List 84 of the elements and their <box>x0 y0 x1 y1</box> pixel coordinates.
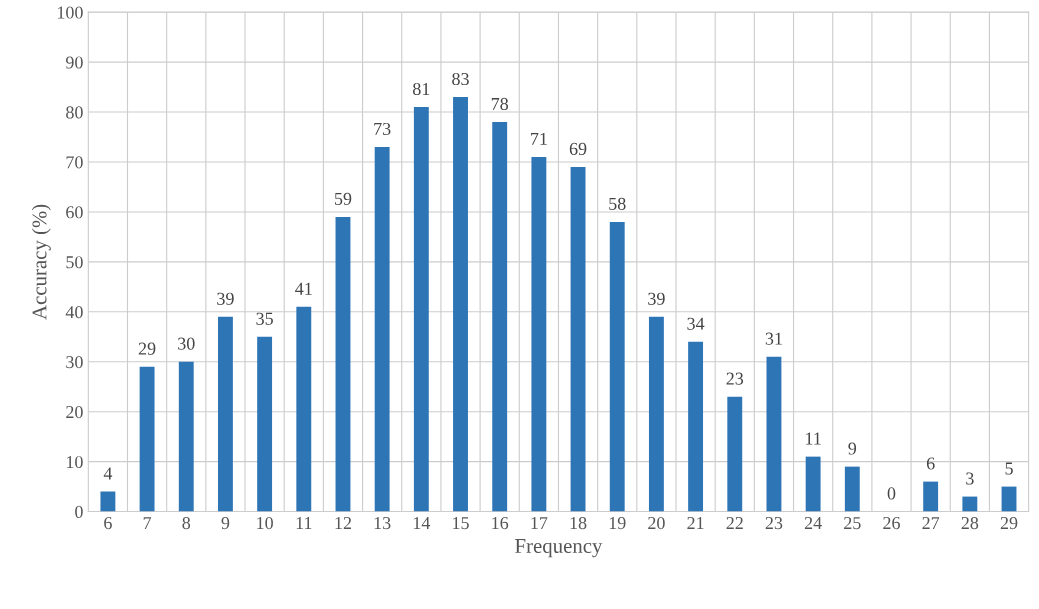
y-tick-label: 40 <box>65 306 83 319</box>
data-label: 31 <box>765 332 782 345</box>
data-label: 41 <box>295 282 312 295</box>
x-tick-label: 10 <box>257 516 273 530</box>
data-label: 58 <box>609 197 626 210</box>
data-label: 59 <box>335 192 352 205</box>
bar <box>648 316 664 512</box>
x-tick-label: 20 <box>648 516 665 530</box>
data-label: 6 <box>926 457 935 470</box>
data-label: 39 <box>648 292 665 305</box>
bar <box>727 396 743 512</box>
x-tick-label: 15 <box>453 517 469 530</box>
x-tick-label: 12 <box>335 516 352 529</box>
data-label: 78 <box>491 97 509 111</box>
y-tick-label: 50 <box>66 256 83 269</box>
x-tick-label: 23 <box>765 516 783 530</box>
data-label: 0 <box>887 487 896 500</box>
data-label: 34 <box>687 317 705 330</box>
y-tick-label: 70 <box>66 156 83 169</box>
x-tick-label: 14 <box>413 517 431 529</box>
bar <box>257 336 273 512</box>
x-tick-label: 26 <box>883 516 900 530</box>
x-tick-label: 7 <box>143 517 152 529</box>
bar <box>413 107 429 512</box>
data-label: 39 <box>217 292 234 305</box>
x-tick-label: 22 <box>726 516 743 529</box>
bar <box>335 216 351 512</box>
x-axis-title: Frequency <box>515 539 603 558</box>
x-tick-label: 29 <box>1000 516 1018 530</box>
data-label: 11 <box>806 432 821 445</box>
x-tick-label: 19 <box>609 516 626 530</box>
bar <box>139 366 155 512</box>
bar <box>805 456 821 512</box>
x-tick-label: 6 <box>104 516 112 530</box>
y-tick-label: 90 <box>65 56 83 69</box>
bar <box>766 356 782 512</box>
y-tick-label: 100 <box>57 6 83 19</box>
data-label: 3 <box>966 472 974 485</box>
x-tick-label: 25 <box>844 516 861 530</box>
bar <box>962 496 978 512</box>
x-tick-label: 21 <box>687 516 704 529</box>
y-tick-label: 60 <box>66 206 83 219</box>
bar <box>688 341 704 512</box>
y-tick-label: 80 <box>66 106 83 119</box>
bar <box>1001 486 1017 512</box>
bar <box>296 306 312 512</box>
bar <box>609 221 625 512</box>
data-label: 73 <box>374 122 391 136</box>
bar <box>570 166 586 512</box>
data-label: 23 <box>726 372 744 385</box>
bar <box>844 466 860 512</box>
y-tick-label: 30 <box>66 356 83 369</box>
y-tick-label: 0 <box>75 505 83 518</box>
data-label: 69 <box>569 142 587 155</box>
x-tick-label: 24 <box>804 516 822 529</box>
data-label: 4 <box>103 467 113 480</box>
data-label: 30 <box>178 337 195 350</box>
data-label: 35 <box>256 312 273 325</box>
data-label: 29 <box>138 342 156 355</box>
x-tick-label: 13 <box>374 516 391 530</box>
bar <box>374 147 390 512</box>
data-label: 71 <box>531 132 547 145</box>
bar <box>453 97 468 512</box>
y-axis-title: Accuracy (%) <box>31 204 51 320</box>
bar <box>178 361 194 512</box>
y-tick-label: 20 <box>66 405 83 419</box>
data-label: 83 <box>452 72 469 86</box>
y-tick-label: 10 <box>66 455 83 469</box>
bar <box>218 316 233 512</box>
x-tick-label: 11 <box>296 517 312 529</box>
x-tick-label: 28 <box>961 516 979 530</box>
x-tick-label: 9 <box>221 516 230 530</box>
x-tick-label: 8 <box>182 516 191 530</box>
x-tick-label: 18 <box>570 516 587 530</box>
x-tick-label: 27 <box>922 516 940 529</box>
data-label: 5 <box>1005 462 1013 475</box>
x-tick-label: 16 <box>492 516 509 530</box>
bar <box>923 481 939 512</box>
bar <box>531 157 547 512</box>
data-label: 9 <box>848 442 857 455</box>
data-label: 81 <box>413 82 430 96</box>
x-tick-label: 17 <box>531 517 548 529</box>
bar <box>492 122 508 512</box>
bar <box>100 491 116 512</box>
